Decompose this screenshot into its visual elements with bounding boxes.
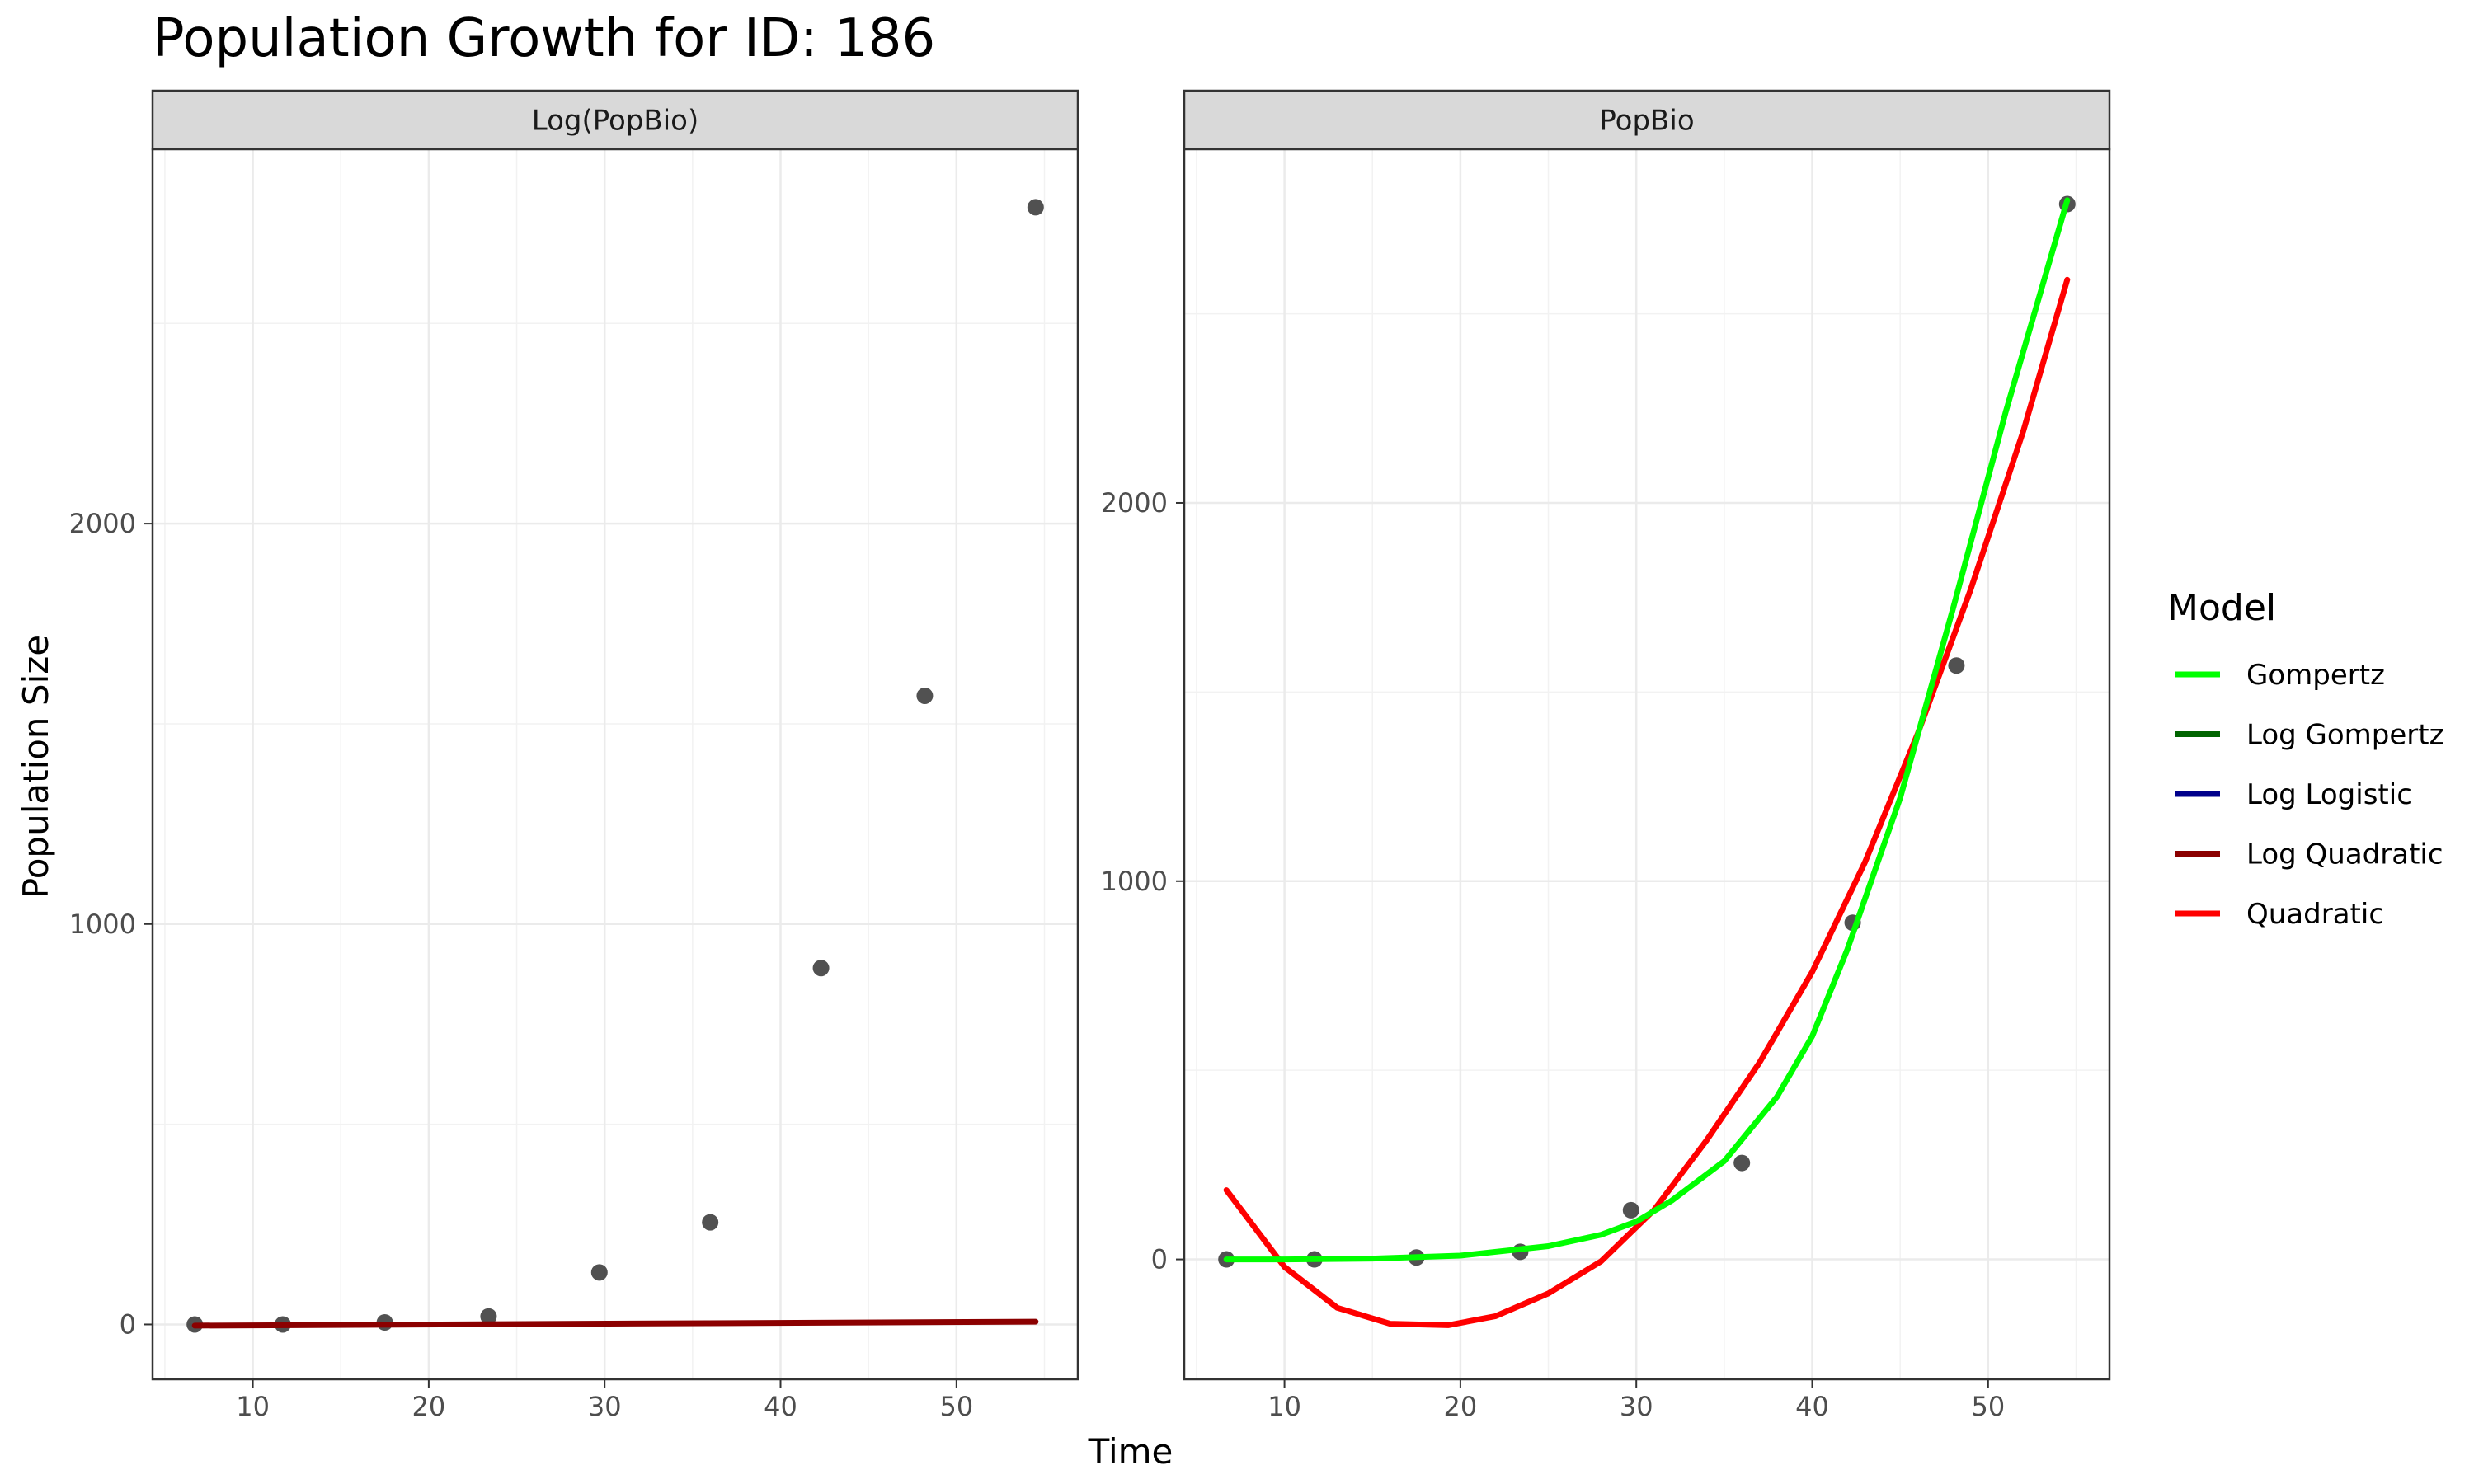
x-tick-label: 50 <box>939 1391 973 1422</box>
data-point <box>916 687 934 704</box>
legend-item: Gompertz <box>2175 659 2385 692</box>
legend-label: Gompertz <box>2246 659 2385 692</box>
legend-label: Log Quadratic <box>2246 838 2443 871</box>
y-tick-label: 2000 <box>69 508 136 539</box>
minor-gridlines <box>153 149 1078 1379</box>
data-point <box>1027 199 1044 216</box>
data-point <box>1948 657 1965 674</box>
panel-border <box>1183 148 2111 1381</box>
legend-item: Log Logistic <box>2175 778 2412 811</box>
x-tick-label: 30 <box>588 1391 622 1422</box>
x-tick-label: 40 <box>764 1391 797 1422</box>
panel-background <box>153 149 1078 1379</box>
legend-label: Quadratic <box>2246 898 2384 931</box>
y-tick-label: 2000 <box>1101 487 1168 519</box>
data-point <box>1622 1201 1639 1219</box>
x-tick-label: 40 <box>1795 1391 1829 1422</box>
strip-background <box>151 89 1079 151</box>
y-tick-label: 0 <box>120 1308 136 1340</box>
legend-item: Log Quadratic <box>2175 838 2443 871</box>
legend-title: Model <box>2167 587 2276 629</box>
x-tick-label: 10 <box>236 1391 270 1422</box>
legend-item: Log Gompertz <box>2175 719 2443 752</box>
data-point <box>1733 1154 1751 1172</box>
data-point <box>590 1264 608 1281</box>
y-tick-label: 0 <box>1151 1244 1168 1275</box>
x-tick-label: 20 <box>412 1391 446 1422</box>
strip-label: PopBio <box>1599 105 1694 138</box>
facet-panels: Log(PopBio) 10 20 30 40 50 0 1000 2000 PopBio 10 20… <box>69 89 2111 1422</box>
x-tick-label: 10 <box>1268 1391 1301 1422</box>
x-tick-label: 20 <box>1444 1391 1478 1422</box>
data-point <box>480 1308 497 1325</box>
strip-label: Log(PopBio) <box>532 105 699 138</box>
major-gridlines <box>153 149 1078 1379</box>
x-tick-label: 50 <box>1971 1391 2005 1422</box>
x-axis-title: Time <box>1088 1431 1174 1472</box>
legend-item: Quadratic <box>2175 898 2384 931</box>
series-line-log-quadratic <box>191 1318 1039 1329</box>
legend: Model Gompertz Log Gompertz Log Logistic Log… <box>2167 587 2443 931</box>
data-point <box>812 960 830 977</box>
data-point <box>702 1214 719 1231</box>
strip-background <box>1183 89 2111 151</box>
y-tick-label: 1000 <box>1101 866 1168 897</box>
y-tick-label: 1000 <box>69 909 136 940</box>
panel-border <box>151 148 1079 1381</box>
panel-background <box>1184 149 2109 1379</box>
series-line-gompertz <box>1223 197 2071 1263</box>
panel-1: Log(PopBio) 10 20 30 40 50 0 1000 2000 <box>69 89 1079 1422</box>
chart-title: Population Growth for ID: 186 <box>153 8 935 69</box>
y-axis-title: Population Size <box>16 635 56 899</box>
panel-2: PopBio 10 20 30 40 50 0 1000 2000 <box>1101 89 2111 1422</box>
x-tick-label: 30 <box>1620 1391 1653 1422</box>
legend-label: Log Logistic <box>2246 778 2412 811</box>
legend-label: Log Gompertz <box>2246 719 2443 752</box>
minor-gridlines <box>1184 149 2109 1379</box>
